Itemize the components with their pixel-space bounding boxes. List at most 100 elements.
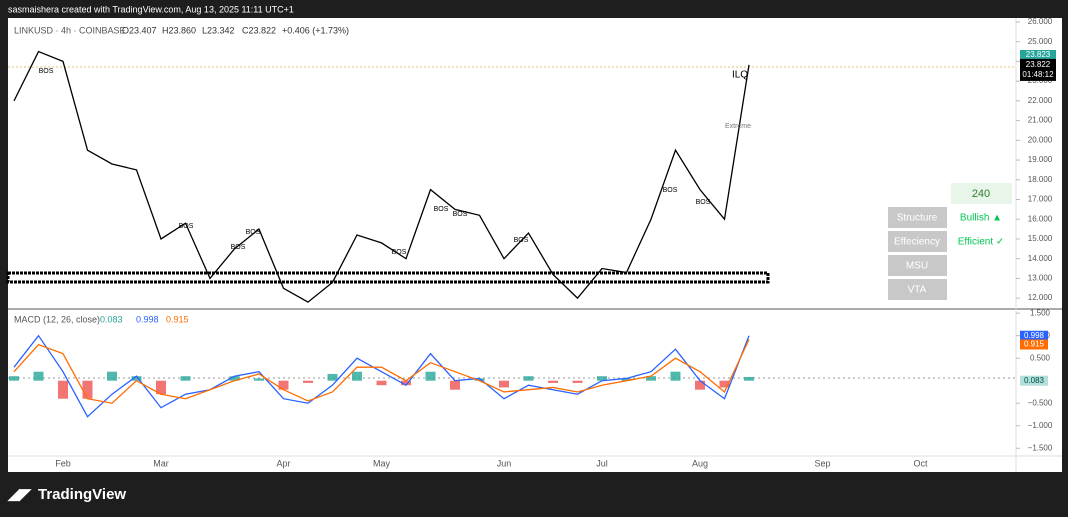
row-label: Effeciency (894, 237, 940, 248)
histogram-bar (450, 380, 460, 390)
histogram-bar (58, 380, 68, 399)
value-tag: 0.915 (1024, 340, 1045, 349)
histogram-bar (695, 380, 705, 390)
price-tag: 23.823 (1026, 50, 1051, 59)
last-price-box (1020, 58, 1056, 81)
price-line (13, 50, 750, 303)
timeframe-box (951, 183, 1012, 204)
histogram-bar (670, 371, 681, 381)
x-tick-label: Jun (497, 458, 512, 468)
histogram-bar (744, 376, 754, 381)
value-tag-box (1020, 375, 1048, 386)
row-box (888, 255, 947, 276)
y-tick-label: 20.000 (1028, 135, 1053, 144)
histogram-bar (548, 380, 558, 383)
y-tick-label: 22.000 (1028, 96, 1053, 105)
annotation: BOS (39, 68, 54, 75)
histogram-bar (597, 376, 607, 381)
x-tick-label: May (373, 458, 391, 468)
histogram-bar (719, 380, 730, 388)
histogram-bar (401, 380, 411, 386)
credit: sasmaishera created with TradingView.com… (8, 4, 294, 14)
y-tick-label: 26.000 (1028, 17, 1053, 26)
annotation: BOS (453, 211, 468, 218)
annotation: BOS (434, 206, 449, 213)
y-tick-label: 15.000 (1028, 234, 1053, 243)
brand-name: TradingView (38, 486, 126, 503)
timeframe: 240 (972, 188, 990, 200)
legend-value: 0.998 (136, 314, 159, 324)
y-tick-label: 17.000 (1028, 195, 1053, 204)
value-tag-box (1020, 330, 1048, 341)
row-value: Bullish ▲ (960, 213, 1002, 224)
y-tick-label: −1.000 (1028, 421, 1053, 430)
histogram-bar (621, 378, 632, 381)
histogram-bar (376, 380, 387, 386)
y-tick-label: 25.000 (1028, 37, 1053, 46)
row-label: Structure (897, 213, 938, 224)
row-box (888, 279, 947, 300)
row-box (888, 207, 947, 228)
annotation: ILQ (732, 70, 748, 81)
x-tick-label: Jul (596, 458, 608, 468)
annotation: BOS (231, 244, 246, 251)
histogram-bar (474, 378, 485, 381)
ohlc-value: C23.822 (242, 25, 276, 35)
y-tick-label: −1.500 (1028, 443, 1053, 452)
histogram-bar (646, 376, 656, 381)
histogram-bar (107, 371, 117, 381)
y-tick-label: 0.500 (1030, 353, 1051, 362)
annotation: BOS (696, 199, 711, 206)
chart-title: LINKUSD · 4h · COINBASE (14, 25, 126, 35)
histogram-bar (9, 376, 19, 381)
y-tick-label: 19.000 (1028, 155, 1053, 164)
histogram-bar (131, 376, 142, 381)
price-tag-box (1020, 50, 1056, 59)
histogram-bar (180, 376, 191, 381)
y-tick-label: 12.000 (1028, 293, 1053, 302)
x-tick-label: Sep (814, 458, 830, 468)
value-tag: 0.083 (1024, 376, 1045, 385)
brand-logo: ◢◤ (7, 486, 33, 503)
annotation: BOS (246, 229, 261, 236)
annotation: BOS (392, 249, 407, 256)
histogram-bar (327, 373, 338, 381)
countdown: 01:48:12 (1022, 70, 1054, 79)
ohlc-value: H23.860 (162, 25, 196, 35)
ohlc-value: L23.342 (202, 25, 235, 35)
histogram-bar (303, 380, 313, 383)
chart-title: MACD (12, 26, close) (14, 314, 100, 324)
ohlc-value: O23.407 (122, 25, 157, 35)
annotation: Extreme (725, 123, 751, 130)
row-label: VTA (908, 285, 927, 296)
value-tag: 0.998 (1024, 331, 1045, 340)
histogram-bar (254, 378, 264, 381)
y-tick-label: 18.000 (1028, 175, 1053, 184)
y-tick-label: 14.000 (1028, 254, 1053, 263)
histogram-bar (229, 376, 240, 381)
histogram-bar (572, 380, 583, 383)
last-price: 23.822 (1026, 60, 1051, 69)
indicator-panel: 240 Structure Effeciency MSU VTA Bullish… (888, 183, 1012, 300)
macd-line (13, 339, 750, 404)
y-tick-label: 21.000 (1028, 116, 1053, 125)
annotation: BOS (179, 223, 194, 230)
annotation: BOS (514, 237, 529, 244)
row-label: MSU (906, 261, 928, 272)
x-tick-label: Apr (276, 458, 290, 468)
macd-line (13, 334, 750, 418)
histogram-bar (499, 380, 509, 388)
annotation: BOS (663, 187, 678, 194)
range-band (6, 271, 770, 284)
x-tick-label: Oct (913, 458, 928, 468)
x-tick-label: Mar (153, 458, 169, 468)
histogram-bar (82, 380, 93, 399)
legend-value: 0.083 (100, 314, 123, 324)
ohlc-value: +0.406 (+1.73%) (282, 25, 349, 35)
histogram-bar (523, 376, 534, 381)
row-box (888, 231, 947, 252)
histogram-bar (156, 380, 166, 395)
row-value: Efficient ✓ (958, 237, 1005, 248)
